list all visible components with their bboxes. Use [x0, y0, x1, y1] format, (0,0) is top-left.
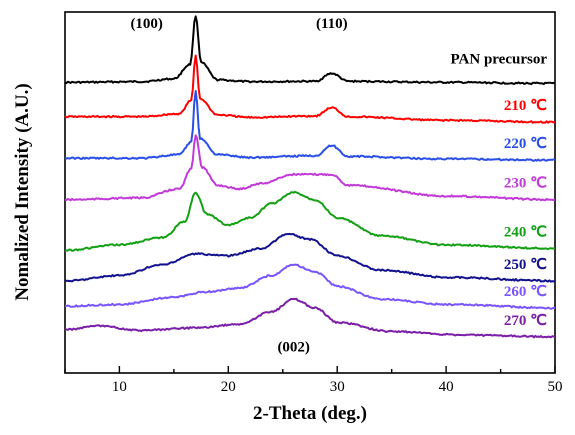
series-label-210-c: 210 ℃ — [504, 98, 547, 114]
series-line-230-c — [64, 134, 556, 202]
series-line-260-c — [64, 263, 556, 310]
plot-frame — [64, 11, 556, 374]
x-axis-ticks: 10 20 30 40 50 — [64, 366, 563, 395]
x-tick-label-10: 10 — [112, 379, 127, 395]
series-line-pan-precursor — [64, 15, 556, 86]
series-label-pan-precursor: PAN precursor — [450, 52, 547, 68]
annotation-100: (100) — [130, 16, 163, 32]
series-label-270-c: 270 ℃ — [504, 313, 547, 329]
x-tick-label-30: 30 — [330, 379, 345, 395]
x-tick-label-50: 50 — [548, 379, 563, 395]
series-line-210-c — [64, 54, 556, 124]
series-label-220-c: 220 ℃ — [504, 136, 547, 152]
annotation-002: (002) — [277, 339, 310, 355]
series-line-220-c — [64, 90, 556, 162]
series-label-230-c: 230 ℃ — [504, 176, 547, 192]
peak-annotations: (100) (110) (002) — [130, 16, 347, 355]
x-axis-title: 2-Theta (deg.) — [253, 403, 367, 424]
series-line-240-c — [64, 190, 556, 252]
series-label-240-c: 240 ℃ — [504, 225, 547, 241]
y-axis-title: Nomalized Intensity (A.U.) — [12, 83, 33, 300]
series-line-270-c — [64, 297, 556, 339]
x-tick-label-40: 40 — [439, 379, 454, 395]
annotation-110: (110) — [316, 16, 348, 32]
series-label-250-c: 250 ℃ — [504, 257, 547, 273]
series-curves — [64, 15, 556, 339]
series-labels: PAN precursor 210 ℃ 220 ℃ 230 ℃ 240 ℃ 250 ℃ 26… — [450, 52, 547, 329]
series-label-260-c: 260 ℃ — [504, 284, 547, 300]
x-tick-label-20: 20 — [221, 379, 236, 395]
series-line-250-c — [64, 232, 556, 283]
